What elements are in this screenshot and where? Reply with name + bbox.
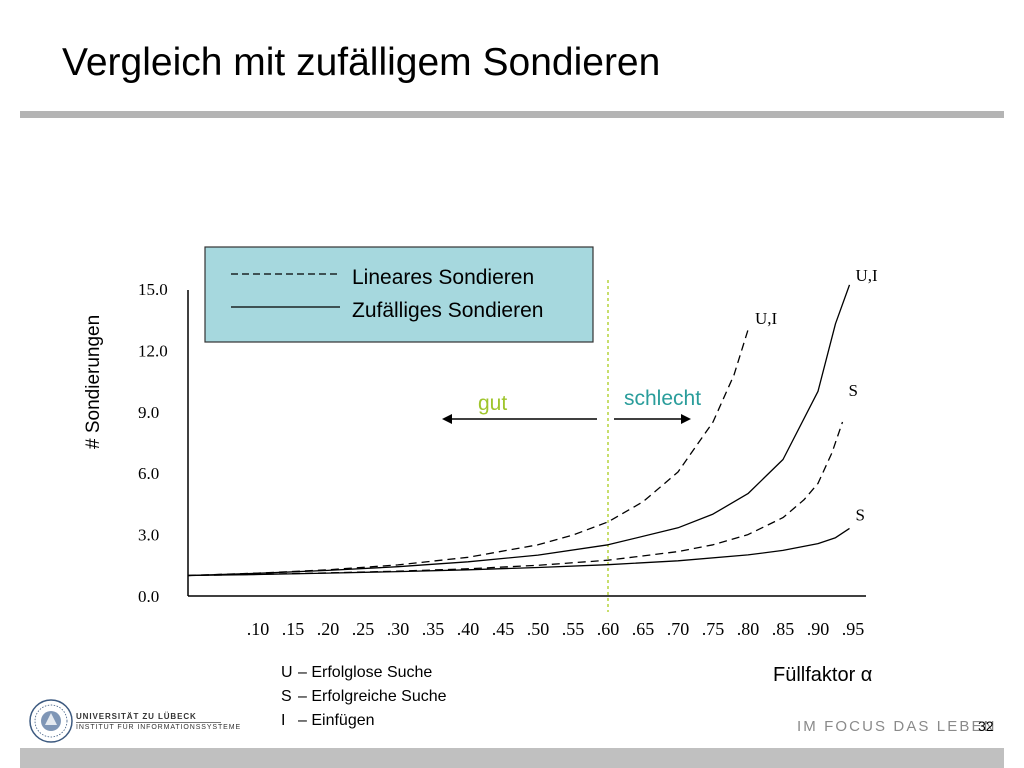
title-divider <box>20 111 1004 118</box>
x-tick-label: .20 <box>317 619 340 639</box>
y-tick-label: 3.0 <box>138 526 159 545</box>
x-tick-label: .15 <box>282 619 305 639</box>
x-tick-label: .55 <box>562 619 585 639</box>
series-line-4 <box>187 527 850 577</box>
footnote-text: – Einfügen <box>298 712 375 729</box>
legend-label: Lineares Sondieren <box>352 266 534 289</box>
series-end-label: U,I <box>856 266 879 285</box>
x-tick-label: .25 <box>352 619 375 639</box>
series-end-label: S <box>856 505 865 524</box>
series-line-3 <box>187 421 844 577</box>
x-tick-label: .70 <box>667 619 690 639</box>
page-number: 32 <box>978 718 994 734</box>
x-tick-label: .90 <box>807 619 830 639</box>
x-tick-label: .10 <box>247 619 270 639</box>
x-tick-label: .60 <box>597 619 620 639</box>
series-line-2 <box>187 284 851 577</box>
x-tick-label: .95 <box>842 619 865 639</box>
slide-title: Vergleich mit zufälligem Sondieren <box>62 41 661 84</box>
series-end-label: U,I <box>755 309 778 328</box>
arrow-left-head <box>442 414 452 424</box>
annotation-left-label: gut <box>478 392 507 415</box>
footnote-key: U <box>281 664 293 681</box>
x-tick-label: .40 <box>457 619 480 639</box>
slogan: IM FOCUS DAS LEBEN <box>797 718 997 735</box>
footer-bar <box>20 748 1004 768</box>
y-tick-label: 9.0 <box>138 403 159 422</box>
university-seal-icon <box>29 699 73 743</box>
x-tick-label: .50 <box>527 619 550 639</box>
x-tick-label: .85 <box>772 619 795 639</box>
footnote-text: – Erfolgreiche Suche <box>298 688 447 705</box>
series-end-label: S <box>849 381 858 400</box>
institute-name: INSTITUT FÜR INFORMATIONSSYSTEME <box>76 724 242 731</box>
series-line-1 <box>187 329 749 577</box>
y-axis-label: # Sondierungen <box>83 315 104 449</box>
footnote-text: – Erfolglose Suche <box>298 664 432 681</box>
x-tick-label: .75 <box>702 619 725 639</box>
arrow-right-head <box>681 414 691 424</box>
x-tick-label: .35 <box>422 619 445 639</box>
legend-box <box>204 246 594 343</box>
legend-label: Zufälliges Sondieren <box>352 299 543 322</box>
annotation-right-label: schlecht <box>624 387 701 410</box>
institute-divider <box>76 722 221 723</box>
university-name: UNIVERSITÄT ZU LÜBECK <box>76 712 197 721</box>
x-tick-label: .30 <box>387 619 410 639</box>
footnote-key: S <box>281 688 292 705</box>
footnote-key: I <box>281 712 285 729</box>
x-tick-label: .65 <box>632 619 655 639</box>
x-tick-label: .80 <box>737 619 760 639</box>
y-tick-label: 6.0 <box>138 464 159 483</box>
y-tick-label: 15.0 <box>138 280 168 299</box>
x-axis-label: Füllfaktor α <box>773 664 872 686</box>
y-tick-label: 12.0 <box>138 341 168 360</box>
x-tick-label: .45 <box>492 619 515 639</box>
y-tick-label: 0.0 <box>138 587 159 606</box>
